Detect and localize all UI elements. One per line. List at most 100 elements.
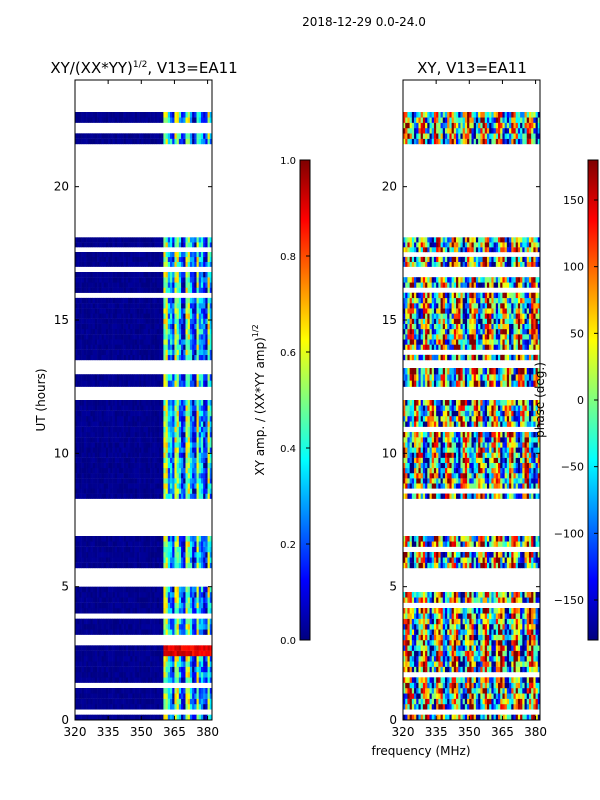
heatmap-cell: [108, 308, 111, 314]
heatmap-cell: [134, 704, 138, 710]
heatmap-cell: [132, 432, 135, 438]
heatmap-cell: [484, 682, 488, 689]
heatmap-cell: [161, 242, 164, 248]
heatmap-cell: [178, 400, 182, 406]
heatmap-cell: [88, 656, 91, 662]
heatmap-cell: [531, 704, 534, 710]
heatmap-cell: [121, 432, 124, 438]
heatmap-cell: [537, 698, 540, 705]
heatmap-cell: [207, 552, 211, 558]
heatmap-cell: [194, 688, 197, 694]
heatmap-cell: [75, 237, 78, 243]
heatmap-cell: [141, 117, 144, 123]
heatmap-cell: [99, 242, 102, 248]
heatmap-cell: [101, 602, 105, 609]
heatmap-cell: [145, 457, 149, 463]
heatmap-cell: [194, 602, 197, 609]
heatmap-cell: [420, 666, 424, 673]
heatmap-cell: [198, 339, 202, 345]
heatmap-cell: [141, 698, 144, 705]
heatmap-cell: [152, 586, 155, 593]
heatmap-cell: [125, 318, 129, 324]
heatmap-cell: [136, 714, 140, 720]
heatmap-cell: [86, 277, 89, 283]
heatmap-cell: [143, 478, 147, 484]
heatmap-cell: [196, 629, 200, 635]
heatmap-cell: [167, 457, 171, 463]
heatmap-cell: [205, 272, 208, 278]
heatmap-cell: [154, 592, 158, 598]
heatmap-cell: [141, 349, 144, 356]
heatmap-cell: [141, 557, 144, 563]
heatmap-cell: [123, 562, 127, 569]
heatmap-cell: [75, 410, 78, 417]
heatmap-cell: [198, 426, 202, 433]
heatmap-cell: [194, 557, 197, 563]
heatmap-cell: [451, 693, 455, 699]
heatmap-cell: [192, 645, 195, 651]
heatmap-cell: [205, 666, 208, 673]
heatmap-cell: [438, 704, 441, 710]
heatmap-cell: [123, 592, 127, 598]
heatmap-cell: [86, 557, 89, 563]
heatmap-cell: [154, 452, 158, 458]
heatmap-cell: [165, 138, 169, 145]
heatmap-cell: [209, 597, 212, 603]
heatmap-cell: [174, 586, 177, 593]
heatmap-cell: [185, 624, 188, 630]
heatmap-cell: [114, 282, 118, 288]
heatmap-cell: [101, 693, 105, 699]
heatmap-cell: [130, 277, 133, 283]
heatmap-cell: [167, 344, 171, 350]
heatmap-cell: [143, 645, 147, 651]
heatmap-cell: [83, 473, 87, 479]
heatmap-cell: [132, 597, 135, 603]
heatmap-cell: [99, 400, 102, 406]
heatmap-cell: [147, 282, 151, 288]
heatmap-cell: [178, 339, 182, 345]
heatmap-cell: [533, 698, 536, 705]
heatmap-cell: [200, 493, 204, 499]
heatmap-cell: [77, 624, 80, 630]
amp-colorbar-label: XY amp. / (XX*YY amp)1/2: [251, 324, 267, 475]
heatmap-cell: [187, 442, 191, 448]
heatmap-cell: [86, 437, 89, 443]
y-tick-label: 5: [61, 580, 69, 594]
heatmap-cell: [520, 714, 523, 720]
heatmap-cell: [145, 349, 149, 356]
heatmap-cell: [209, 323, 212, 330]
heatmap-cell: [407, 714, 410, 720]
heatmap-cell: [205, 138, 208, 145]
heatmap-cell: [119, 452, 122, 458]
heatmap-cell: [511, 704, 514, 710]
heatmap-cell: [97, 483, 100, 489]
heatmap-cell: [178, 437, 182, 443]
heatmap-cell: [83, 308, 87, 314]
heatmap-cell: [86, 256, 89, 262]
heatmap-cell: [196, 672, 200, 678]
heatmap-cell: [101, 303, 105, 309]
heatmap-cell: [185, 608, 188, 614]
heatmap-cell: [88, 693, 91, 699]
heatmap-cell: [414, 714, 417, 720]
heatmap-cell: [187, 462, 191, 469]
heatmap-cell: [198, 457, 202, 463]
heatmap-cell: [416, 698, 419, 705]
heatmap-cell: [203, 541, 206, 547]
heatmap-cell: [192, 380, 195, 387]
heatmap-cell: [187, 602, 191, 609]
heatmap-cell: [209, 242, 212, 248]
heatmap-cell: [83, 112, 87, 118]
heatmap-cell: [181, 256, 184, 262]
heatmap-cell: [128, 282, 131, 288]
heatmap-cell: [88, 562, 91, 569]
heatmap-cell: [134, 344, 138, 350]
heatmap-cell: [114, 557, 118, 563]
heatmap-cell: [192, 318, 195, 324]
heatmap-cell: [467, 688, 470, 694]
heatmap-cell: [99, 117, 102, 123]
heatmap-cell: [90, 666, 93, 673]
heatmap-cell: [205, 344, 208, 350]
heatmap-cell: [108, 297, 111, 304]
heatmap-cell: [103, 592, 107, 598]
